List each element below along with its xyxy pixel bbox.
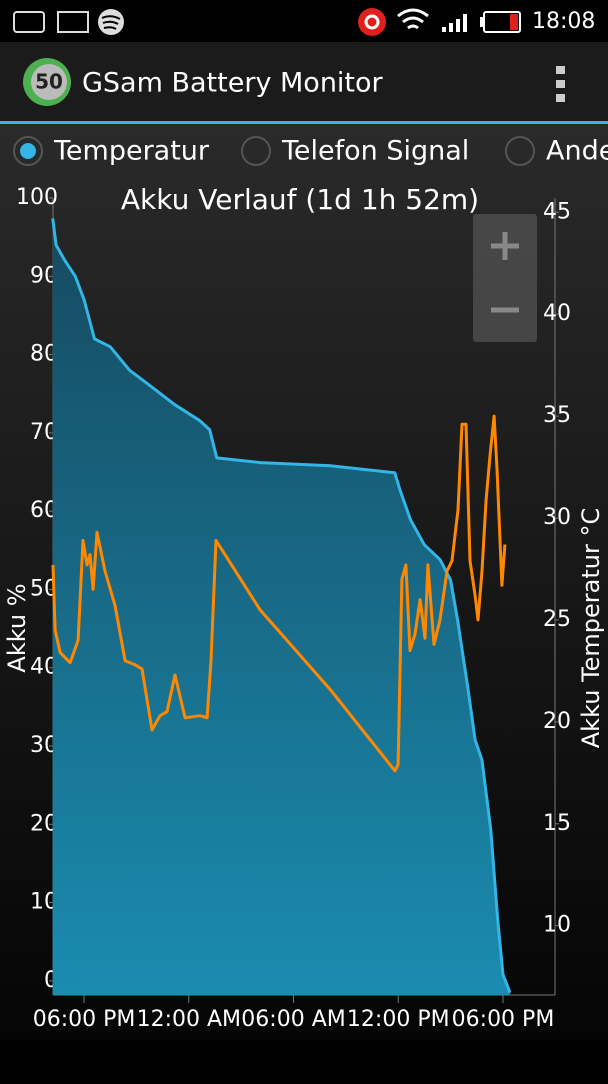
tab-label: Telefon Signal [281, 136, 469, 167]
tabs: Temperatur Telefon Signal Ande [13, 136, 608, 167]
app-icon-face [31, 64, 67, 100]
tab-label: Temperatur [53, 136, 210, 167]
y-axis-label: Akku % [3, 583, 31, 672]
x-tick-label: 06:00 AM [241, 1007, 345, 1032]
radio[interactable] [241, 136, 271, 166]
area [52, 218, 510, 995]
overflow-menu[interactable] [556, 66, 565, 102]
status-icons [13, 8, 521, 36]
chart-title: Akku Verlauf (1d 1h 52m) [121, 183, 479, 216]
x-tick-label: 12:00 AM [137, 1007, 241, 1032]
series-line [51, 218, 512, 994]
app-bar [0, 42, 608, 122]
tab-label: Ande [546, 136, 608, 167]
series-line [51, 414, 507, 773]
app-title: GSam Battery Monitor [82, 68, 384, 99]
zoom-controls [473, 214, 537, 342]
chart: Akku Verlauf (1d 1h 52m)0102030405060708… [3, 183, 605, 1032]
x-tick-label: 06:00 PM [452, 1007, 555, 1032]
clock: 18:08 [532, 9, 595, 34]
tab[interactable]: Telefon Signal [241, 136, 469, 167]
x-tick-label: 06:00 PM [33, 1007, 136, 1032]
tab[interactable]: Temperatur [13, 136, 210, 167]
y2-axis-label: Akku Temperatur °C [577, 508, 605, 749]
radio[interactable] [505, 136, 535, 166]
radio[interactable] [13, 136, 43, 166]
divider [0, 121, 608, 124]
x-tick-label: 12:00 PM [347, 1007, 450, 1032]
tab[interactable]: Ande [505, 136, 608, 167]
radio-dot [20, 143, 36, 159]
badge: 50 [35, 70, 63, 94]
zoom-in[interactable] [491, 232, 519, 260]
